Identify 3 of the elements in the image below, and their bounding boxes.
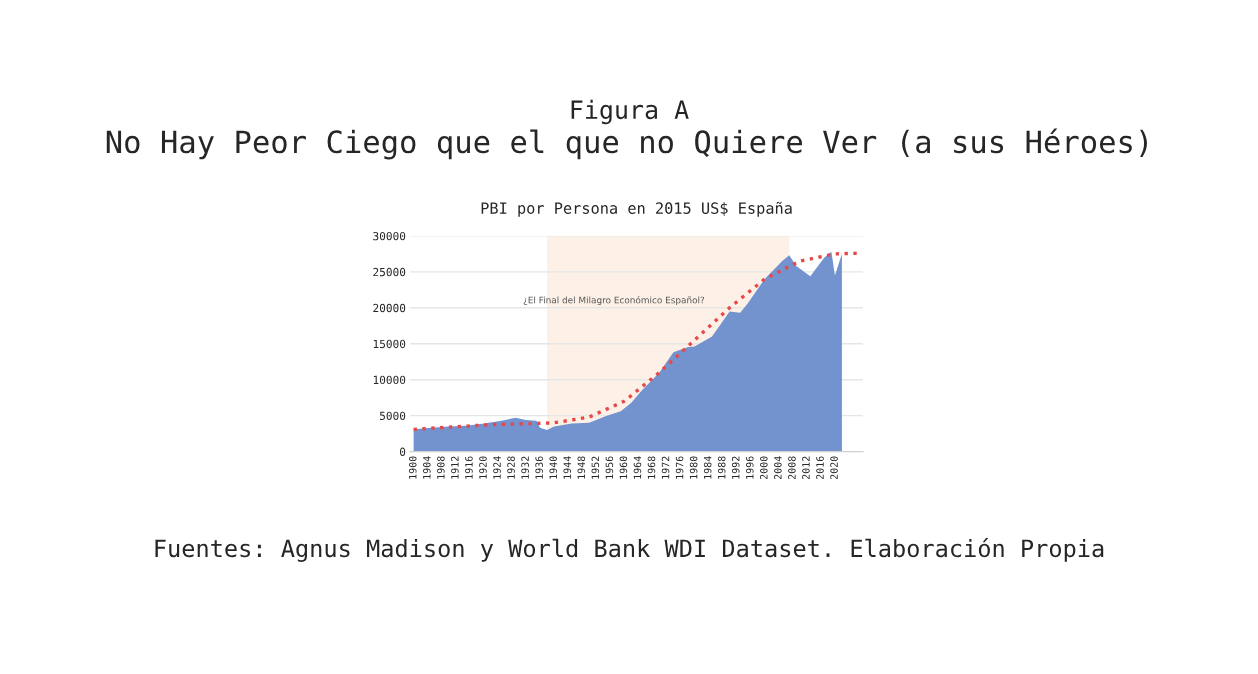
chart-title: No Hay Peor Ciego que el que no Quiere Ver (a sus Héroes) xyxy=(106,128,1147,160)
source-note: Fuentes: Agnus Madison y World Bank WDI Dataset. Elaboración Propia xyxy=(155,538,1104,562)
text: Figura A xyxy=(571,99,689,125)
